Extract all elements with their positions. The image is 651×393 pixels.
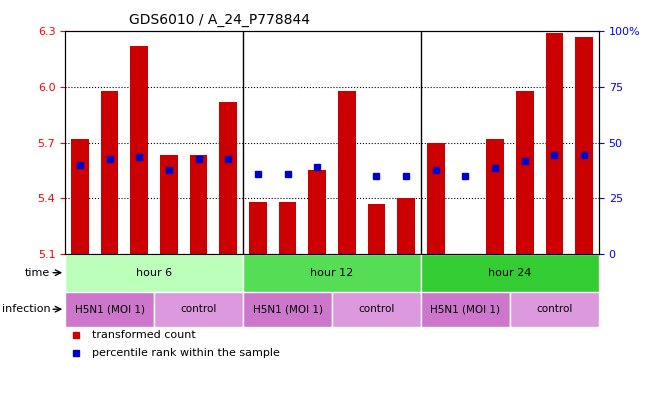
Bar [427,143,445,253]
Text: hour 6: hour 6 [136,268,172,278]
FancyBboxPatch shape [65,253,243,292]
Bar [338,91,355,253]
Bar [101,91,118,253]
Text: H5N1 (MOI 1): H5N1 (MOI 1) [430,304,501,314]
Bar [546,33,563,253]
Bar [397,198,415,253]
Text: control: control [358,304,395,314]
Text: GDS6010 / A_24_P778844: GDS6010 / A_24_P778844 [129,13,310,27]
Text: infection: infection [2,304,50,314]
Text: transformed count: transformed count [92,331,195,340]
Bar [219,102,237,253]
FancyBboxPatch shape [243,253,421,292]
Bar [368,204,385,253]
Text: hour 12: hour 12 [311,268,353,278]
Bar [160,156,178,253]
Text: hour 24: hour 24 [488,268,532,278]
Bar [249,202,267,253]
Bar [575,37,593,253]
FancyBboxPatch shape [154,292,243,327]
Bar [486,139,504,253]
Text: control: control [180,304,217,314]
Text: percentile rank within the sample: percentile rank within the sample [92,348,280,358]
FancyBboxPatch shape [332,292,421,327]
Text: H5N1 (MOI 1): H5N1 (MOI 1) [253,304,322,314]
Bar [189,156,208,253]
FancyBboxPatch shape [421,253,599,292]
Text: control: control [536,304,573,314]
Bar [516,91,534,253]
Text: time: time [25,268,50,278]
Bar [130,46,148,253]
Bar [71,139,89,253]
FancyBboxPatch shape [243,292,332,327]
FancyBboxPatch shape [510,292,599,327]
Bar [309,170,326,253]
Text: H5N1 (MOI 1): H5N1 (MOI 1) [75,304,145,314]
Bar [279,202,296,253]
FancyBboxPatch shape [65,292,154,327]
FancyBboxPatch shape [421,292,510,327]
